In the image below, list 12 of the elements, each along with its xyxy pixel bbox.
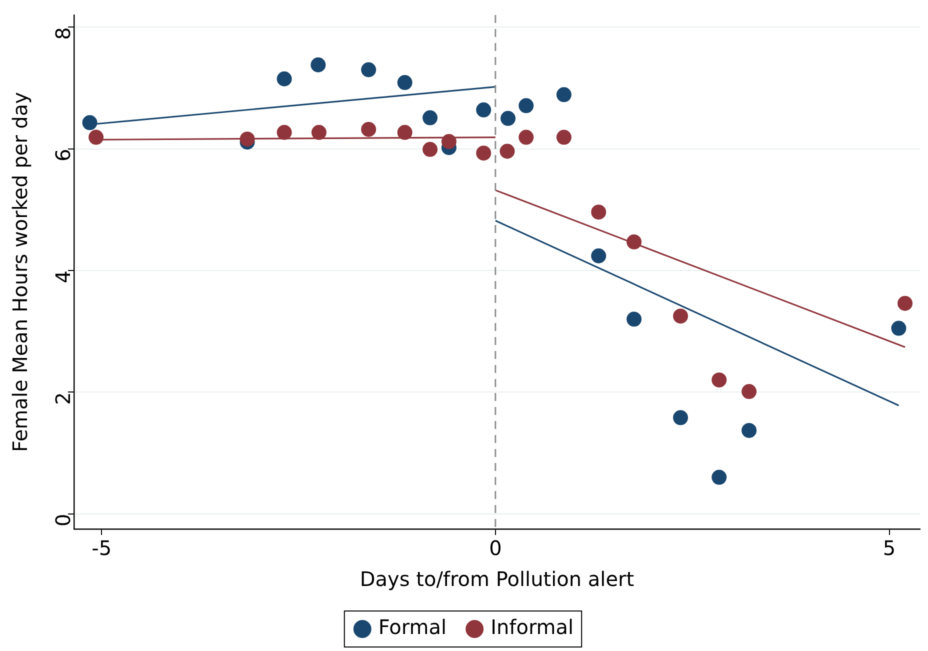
legend-label: Informal: [490, 615, 574, 640]
legend-label: Formal: [378, 615, 447, 640]
y-tick-label: 8: [51, 27, 76, 40]
x-tick-label: 0: [489, 536, 502, 560]
y-tick-label: 2: [51, 392, 76, 405]
x-tick-label: -5: [92, 536, 112, 560]
y-axis-title: Female Mean Hours worked per day: [8, 92, 32, 452]
y-tick-label: 4: [51, 270, 76, 284]
x-axis-title: Days to/from Pollution alert: [360, 567, 634, 592]
y-tick-label: 6: [51, 148, 76, 162]
x-tick-label: 5: [882, 536, 896, 560]
y-tick-label: 0: [51, 514, 76, 527]
